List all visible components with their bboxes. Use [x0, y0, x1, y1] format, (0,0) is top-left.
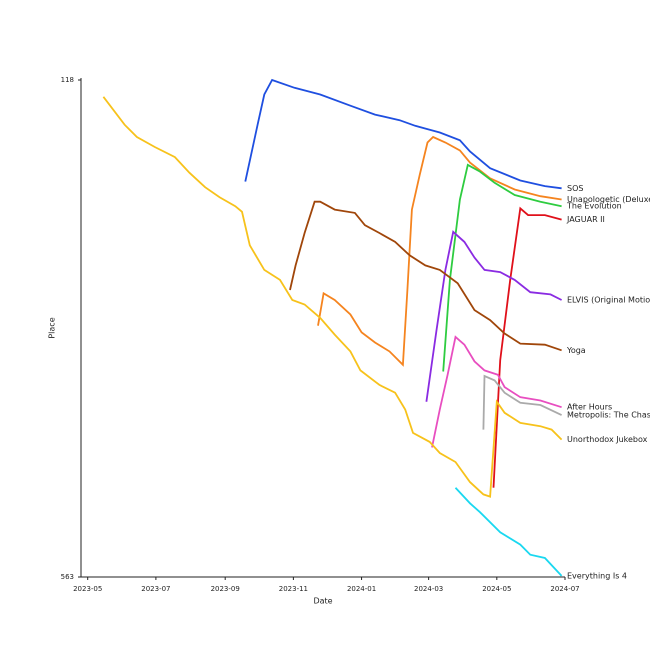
series-label: After Hours — [567, 403, 612, 412]
series-line — [431, 335, 562, 448]
x-tick-label: 2024-01 — [347, 585, 376, 593]
series-label: Yoga — [566, 346, 586, 355]
series-label: Unapologetic (Deluxe) — [567, 195, 650, 204]
x-tick-label: 2024-03 — [414, 585, 443, 593]
series-line — [454, 487, 563, 577]
y-axis-label: Place — [48, 317, 57, 338]
x-tick-label: 2023-09 — [211, 585, 240, 593]
series-line — [425, 230, 563, 402]
x-tick-label: 2023-11 — [279, 585, 308, 593]
x-tick-label: 2024-07 — [550, 585, 579, 593]
x-tick-label: 2023-05 — [73, 585, 102, 593]
series-line — [289, 200, 562, 352]
y-tick-label: 118 — [61, 76, 74, 84]
series-label: JAGUAR II — [566, 215, 605, 224]
series-line — [492, 206, 562, 488]
series-line — [244, 78, 562, 190]
x-axis-label: Date — [313, 597, 332, 606]
series-label: Unorthodox Jukebox — [567, 435, 648, 444]
series-label: Everything Is 4 — [567, 571, 627, 580]
series-line — [102, 96, 563, 498]
series-label: Metropolis: The Chase Suite — [567, 411, 650, 420]
series-label: ELVIS (Original Motion Picture Soundtrac… — [567, 296, 650, 305]
series-label: SOS — [567, 184, 583, 193]
x-tick-label: 2024-05 — [482, 585, 511, 593]
y-tick-label: 563 — [61, 573, 74, 581]
series-line — [442, 163, 562, 372]
series-label: The Evolution — [566, 202, 622, 211]
series-line — [317, 135, 562, 367]
series-line — [482, 374, 562, 430]
x-tick-label: 2023-07 — [141, 585, 170, 593]
